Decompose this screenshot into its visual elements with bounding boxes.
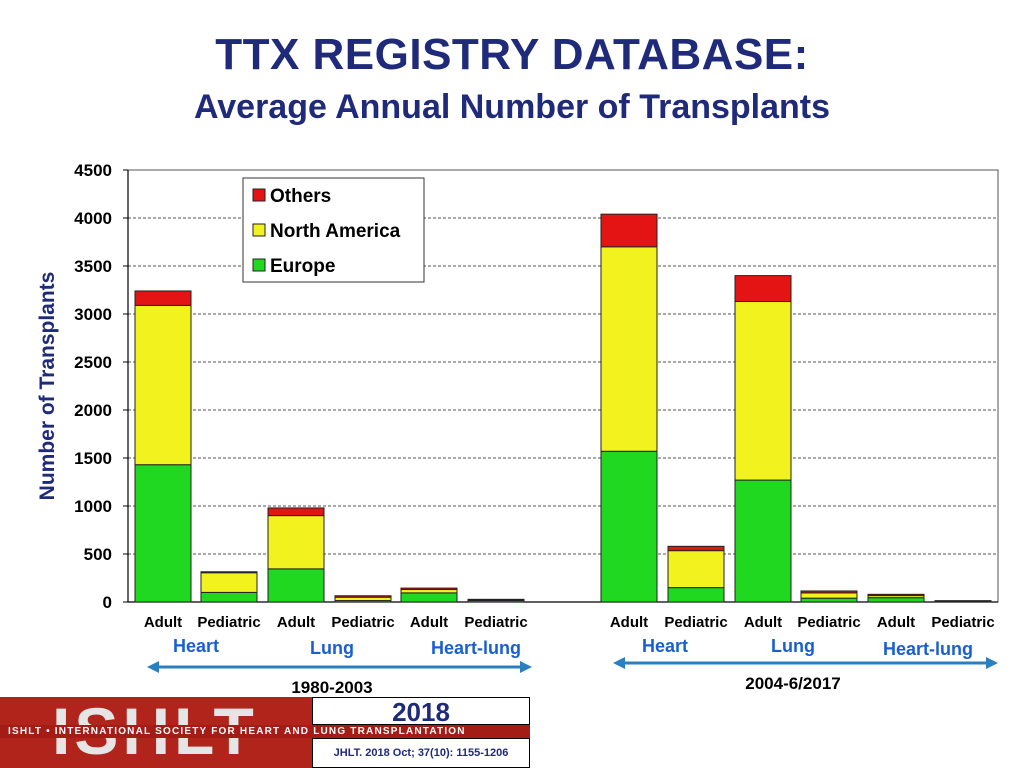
legend-swatch — [252, 258, 266, 272]
bar-north-america — [267, 515, 325, 570]
organ-group-label: Lung — [310, 638, 354, 658]
bar-north-america — [200, 572, 258, 593]
y-axis-label: Number of Transplants — [36, 272, 59, 501]
period-arrow-2-right-head — [986, 657, 998, 669]
legend-swatch — [252, 223, 266, 237]
x-tick-label: Adult — [744, 614, 782, 631]
x-tick-label: Pediatric — [331, 614, 394, 631]
y-tick-label: 3500 — [74, 257, 112, 276]
x-tick-label: Pediatric — [797, 614, 860, 631]
bar-others — [200, 571, 258, 574]
legend-label: North America — [270, 221, 401, 242]
bar-europe — [667, 587, 725, 603]
legend-swatch — [252, 188, 266, 202]
x-tick-label: Adult — [610, 614, 648, 631]
organ-group-label: Heart — [642, 636, 688, 656]
bar-europe — [400, 592, 458, 603]
period-arrow-1-right-head — [520, 661, 532, 673]
y-tick-label: 3000 — [74, 305, 112, 324]
bar-others — [267, 507, 325, 517]
y-tick-label: 0 — [103, 593, 112, 612]
x-tick-label: Adult — [410, 614, 448, 631]
bar-others — [667, 545, 725, 552]
bar-north-america — [600, 246, 658, 452]
bar-others — [400, 587, 458, 591]
page-subtitle: Average Annual Number of Transplants — [193, 88, 831, 126]
footer: ISHLT ISHLT • INTERNATIONAL SOCIETY FOR … — [0, 697, 530, 768]
x-tick-label: Pediatric — [464, 614, 527, 631]
bar-others — [867, 593, 925, 597]
bar-others — [334, 595, 392, 598]
bar-north-america — [800, 592, 858, 599]
report-year: 2018 — [392, 697, 450, 727]
year-box: 2018 — [312, 697, 530, 727]
legend-label: Europe — [270, 256, 335, 277]
bar-north-america — [134, 304, 192, 466]
citation-box: JHLT. 2018 Oct; 37(10): 1155-1206 — [312, 738, 530, 768]
page-title: TTX REGISTRY DATABASE: — [215, 30, 809, 79]
citation: JHLT. 2018 Oct; 37(10): 1155-1206 — [333, 747, 509, 759]
bar-north-america — [334, 596, 392, 602]
x-tick-label: Adult — [144, 614, 182, 631]
y-tick-label: 2500 — [74, 353, 112, 372]
bar-europe — [800, 597, 858, 603]
x-tick-label: Pediatric — [931, 614, 994, 631]
organ-group-label: Lung — [771, 636, 815, 656]
period-label: 2004-6/2017 — [745, 674, 840, 693]
y-tick-label: 1500 — [74, 449, 112, 468]
organ-group-label: Heart-lung — [431, 638, 521, 658]
bar-europe — [600, 450, 658, 603]
bar-europe — [267, 568, 325, 603]
banner-strip — [0, 725, 530, 738]
period-label: 1980-2003 — [291, 678, 372, 697]
x-tick-label: Pediatric — [197, 614, 260, 631]
y-tick-label: 4000 — [74, 209, 112, 228]
bar-others — [134, 290, 192, 306]
organ-group-label: Heart-lung — [883, 639, 973, 659]
chart: 0 500 1000 1500 2000 2500 3000 3500 4000 4500 Numb… — [36, 161, 999, 697]
y-tick-label: 500 — [84, 545, 112, 564]
legend-box — [242, 177, 425, 283]
bar-others — [734, 275, 792, 303]
bar-europe — [867, 597, 925, 603]
bar-europe — [734, 479, 792, 603]
bar-europe — [200, 591, 258, 603]
bar-north-america — [400, 589, 458, 594]
period-arrow-2-left-head — [613, 657, 625, 669]
x-tick-label: Adult — [277, 614, 315, 631]
organ-group-label: Heart — [173, 636, 219, 656]
bar-others — [800, 590, 858, 594]
bar-europe — [134, 464, 192, 603]
x-tick-label: Pediatric — [664, 614, 727, 631]
period-arrow-1-left-head — [147, 661, 159, 673]
bar-north-america — [734, 301, 792, 481]
x-tick-label: Adult — [877, 614, 915, 631]
bar-others — [600, 213, 658, 248]
y-tick-label: 2000 — [74, 401, 112, 420]
org-name: ISHLT • INTERNATIONAL SOCIETY FOR HEART … — [8, 726, 466, 737]
y-tick-label: 4500 — [74, 161, 112, 180]
legend-label: Others — [270, 186, 331, 207]
bar-north-america — [667, 550, 725, 589]
y-tick-label: 1000 — [74, 497, 112, 516]
